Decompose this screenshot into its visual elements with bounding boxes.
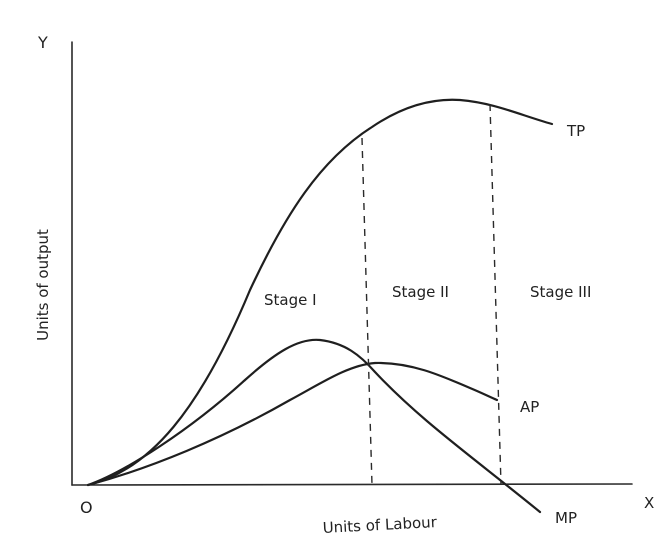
stage-3-label: Stage III [530, 283, 591, 301]
x-axis-title: Units of Labour [322, 513, 438, 537]
tp-label: TP [566, 122, 585, 140]
stage-2-label: Stage II [392, 283, 449, 301]
stage-divider-2 [489, 103, 502, 486]
mp-label: MP [555, 509, 577, 527]
stage-1-label: Stage I [264, 291, 317, 309]
tp-curve [86, 98, 554, 487]
mp-curve [86, 338, 542, 514]
y-axis-end-label: Y [37, 33, 48, 52]
ap-label: AP [520, 398, 539, 416]
x-axis [71, 483, 633, 486]
y-axis-title: Units of output [34, 229, 52, 341]
x-axis-end-label: X [644, 494, 654, 512]
stage-divider-1 [361, 137, 373, 486]
ap-curve [90, 361, 499, 486]
origin-label: O [80, 498, 93, 517]
